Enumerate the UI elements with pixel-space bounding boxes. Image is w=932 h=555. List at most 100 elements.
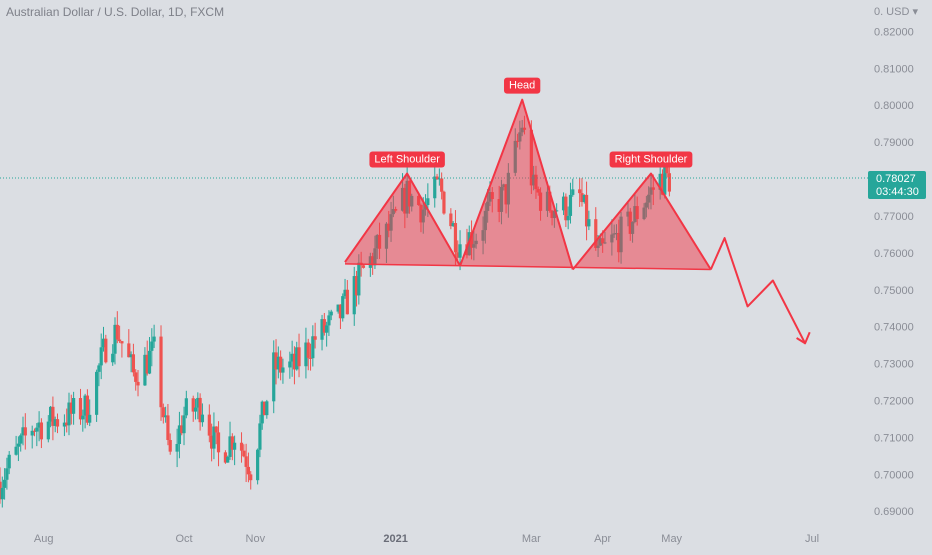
right-shoulder-label-box xyxy=(609,151,693,168)
candle-body xyxy=(14,446,18,455)
candle xyxy=(265,399,269,419)
right-shoulder-triangle-fill xyxy=(572,173,711,270)
candle-body xyxy=(101,338,106,348)
left-shoulder-triangle-fill xyxy=(345,173,461,266)
right-shoulder-label-text: Right Shoulder xyxy=(615,153,688,165)
candle-body xyxy=(568,194,573,216)
candle-body xyxy=(198,397,202,423)
candle xyxy=(262,401,267,416)
candle xyxy=(290,340,294,377)
candle-body xyxy=(453,223,458,253)
candle xyxy=(152,324,156,349)
candle-body xyxy=(152,336,156,342)
candle-body xyxy=(39,422,44,440)
candle xyxy=(177,411,182,459)
y-tick-label: 0.77000 xyxy=(874,211,914,223)
candle xyxy=(184,390,188,419)
candle-body xyxy=(311,336,315,359)
candle-body xyxy=(246,466,251,475)
y-tick-label: 0.72000 xyxy=(874,395,914,407)
candle xyxy=(258,414,262,458)
candle-body xyxy=(564,196,568,221)
candle-body xyxy=(35,427,39,432)
right-shoulder-triangle xyxy=(572,172,712,271)
candle xyxy=(256,448,260,485)
candle-body xyxy=(308,357,313,359)
candle xyxy=(242,444,246,458)
candle xyxy=(3,468,7,500)
candle xyxy=(81,409,85,432)
candle xyxy=(85,389,90,426)
candle xyxy=(442,190,446,215)
candle xyxy=(246,452,251,483)
candle xyxy=(175,428,179,468)
candle xyxy=(230,433,234,461)
candle xyxy=(249,471,253,490)
candle xyxy=(32,428,37,437)
candle xyxy=(49,405,53,428)
candle-body xyxy=(288,361,292,368)
x-tick-label: May xyxy=(661,533,682,545)
candle xyxy=(233,435,237,466)
candle xyxy=(272,340,276,414)
candle-body xyxy=(166,415,170,441)
candle-body xyxy=(150,341,154,351)
candle-body xyxy=(159,336,163,408)
candle-body xyxy=(361,265,366,268)
candle-body xyxy=(226,456,230,463)
candle-body xyxy=(440,178,444,192)
candle xyxy=(53,416,57,433)
candle-body xyxy=(196,397,200,408)
candle xyxy=(336,304,340,314)
candle xyxy=(456,240,460,263)
y-tick-label: 0.79000 xyxy=(874,137,914,149)
candle-body xyxy=(433,176,437,199)
y-tick-label: 0.75000 xyxy=(874,285,914,297)
candle-body xyxy=(228,436,232,457)
candle-body xyxy=(327,315,331,326)
candle-body xyxy=(426,198,430,206)
x-tick-label: 2021 xyxy=(383,533,407,545)
candle-body xyxy=(30,430,34,436)
candle xyxy=(329,309,333,321)
candle xyxy=(14,435,18,456)
candle xyxy=(159,325,163,421)
pattern-layer xyxy=(344,98,811,345)
candle-body xyxy=(663,167,667,195)
head-triangle-fill xyxy=(460,99,573,270)
candle xyxy=(561,192,566,216)
candle-body xyxy=(37,422,41,428)
candle-body xyxy=(111,353,115,363)
candle xyxy=(0,476,4,508)
currency-selector[interactable]: 0. USD ▾ xyxy=(873,6,918,18)
right-shoulder-label: Right Shoulder xyxy=(609,151,693,168)
candle xyxy=(129,351,133,373)
candle-body xyxy=(594,219,598,248)
candle-body xyxy=(281,367,285,373)
candle xyxy=(437,168,441,186)
candle-body xyxy=(256,449,260,481)
candle xyxy=(168,433,172,455)
x-tick-label: Jul xyxy=(805,533,819,545)
candle-body xyxy=(244,456,248,467)
projection-path xyxy=(709,237,811,345)
candle-body xyxy=(442,191,446,214)
candle xyxy=(338,304,343,330)
candle xyxy=(191,395,195,422)
x-tick-label: Apr xyxy=(594,533,611,545)
candle-body xyxy=(65,422,69,426)
candle-body xyxy=(437,178,441,180)
y-tick-label: 0.69000 xyxy=(874,506,914,518)
candle xyxy=(193,398,198,420)
candle xyxy=(7,451,11,475)
x-tick-label: Aug xyxy=(34,533,54,545)
candle-body xyxy=(51,406,55,426)
candle-body xyxy=(295,347,299,370)
candle xyxy=(297,333,301,378)
candle-body xyxy=(260,401,264,424)
candle-body xyxy=(239,442,244,451)
candle xyxy=(341,293,345,322)
